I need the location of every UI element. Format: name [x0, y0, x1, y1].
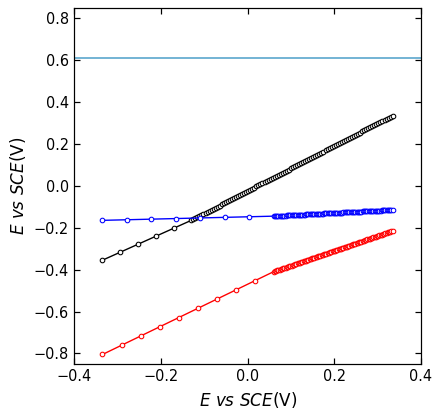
X-axis label: $E\ vs\ SCE\mathrm{(V)}$: $E\ vs\ SCE\mathrm{(V)}$	[198, 390, 297, 410]
Y-axis label: $E\ vs\ SCE\mathrm{(V)}$: $E\ vs\ SCE\mathrm{(V)}$	[7, 137, 28, 235]
